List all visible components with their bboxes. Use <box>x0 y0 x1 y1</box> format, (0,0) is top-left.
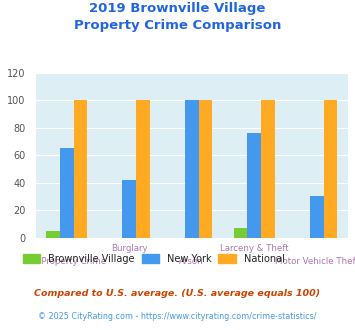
Bar <box>310 196 323 238</box>
Bar <box>136 100 150 238</box>
Bar <box>185 100 198 238</box>
Text: 2019 Brownville Village
Property Crime Comparison: 2019 Brownville Village Property Crime C… <box>74 2 281 32</box>
Bar <box>198 100 212 238</box>
Text: Compared to U.S. average. (U.S. average equals 100): Compared to U.S. average. (U.S. average … <box>34 289 321 298</box>
Text: Burglary: Burglary <box>111 244 148 253</box>
Text: Arson: Arson <box>179 257 204 266</box>
Bar <box>247 133 261 238</box>
Text: Larceny & Theft: Larceny & Theft <box>220 244 289 253</box>
Legend: Brownville Village, New York, National: Brownville Village, New York, National <box>19 249 288 267</box>
Bar <box>60 148 73 238</box>
Bar <box>234 228 247 238</box>
Bar <box>73 100 87 238</box>
Bar <box>122 180 136 238</box>
Text: Motor Vehicle Theft: Motor Vehicle Theft <box>275 257 355 266</box>
Bar <box>261 100 275 238</box>
Text: © 2025 CityRating.com - https://www.cityrating.com/crime-statistics/: © 2025 CityRating.com - https://www.city… <box>38 312 317 321</box>
Bar <box>323 100 337 238</box>
Text: All Property Crime: All Property Crime <box>28 257 106 266</box>
Bar <box>46 231 60 238</box>
